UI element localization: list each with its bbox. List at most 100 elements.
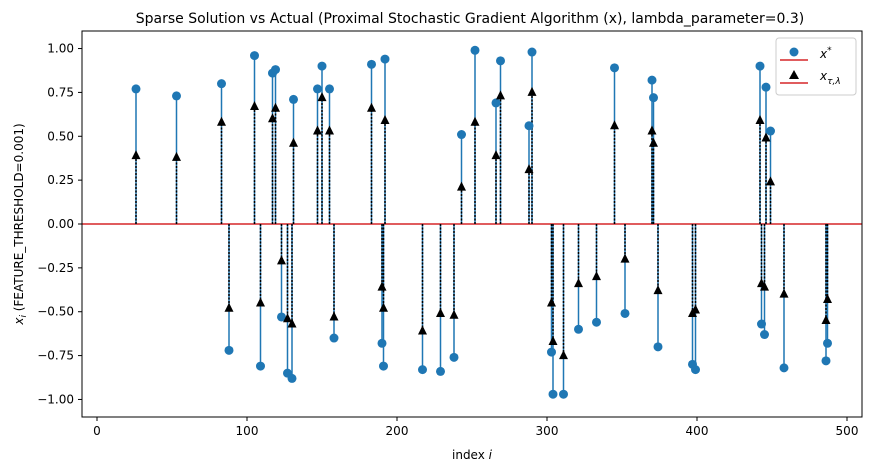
marker-actual: [470, 45, 480, 55]
x-tick-label: 500: [836, 424, 859, 438]
x-axis-label: index i: [452, 448, 493, 462]
marker-estimate: [380, 114, 390, 124]
y-tick-label: 0.75: [47, 85, 74, 99]
y-tick-label: −0.50: [37, 305, 74, 319]
marker-estimate: [325, 125, 334, 135]
y-axis-label-rest: (FEATURE_THRESHOLD=0.001): [12, 123, 26, 315]
marker-estimate: [313, 125, 322, 135]
legend-marker-circle: [789, 47, 799, 57]
marker-estimate: [470, 116, 480, 126]
marker-actual: [367, 59, 376, 69]
marker-actual: [317, 61, 327, 71]
chart-title: Sparse Solution vs Actual (Proximal Stoc…: [136, 11, 805, 27]
marker-estimate: [289, 137, 298, 147]
marker-estimate: [592, 271, 601, 281]
marker-actual: [250, 51, 259, 61]
marker-actual: [757, 319, 766, 329]
marker-estimate: [691, 304, 700, 314]
y-tick-label: −1.00: [37, 392, 74, 406]
marker-actual: [271, 65, 280, 75]
marker-estimate: [548, 336, 558, 346]
marker-actual: [377, 338, 387, 348]
marker-actual: [313, 84, 322, 94]
marker-actual: [559, 389, 568, 399]
y-tick-label: 0.00: [47, 217, 74, 231]
x-tick-label: 400: [686, 424, 709, 438]
marker-actual: [289, 94, 298, 104]
marker-estimate: [559, 350, 568, 360]
marker-estimate: [172, 151, 181, 161]
marker-actual: [821, 356, 831, 366]
x-axis: 0 100 200 300 400 500: [93, 417, 858, 438]
marker-actual: [766, 126, 775, 136]
x-axis-label-var: i: [489, 448, 493, 462]
marker-actual: [620, 308, 630, 318]
marker-actual: [379, 361, 388, 371]
y-tick-label: 1.00: [47, 42, 74, 56]
y-axis-label-sub: i: [19, 315, 29, 318]
y-axis-label-var: x: [12, 317, 26, 326]
marker-estimate: [283, 313, 292, 323]
marker-actual: [592, 317, 601, 327]
marker-actual: [217, 79, 226, 89]
marker-estimate: [823, 293, 832, 303]
x-axis-label-main: index: [452, 448, 489, 462]
marker-actual: [779, 363, 789, 373]
marker-actual: [287, 373, 297, 383]
marker-actual: [691, 365, 700, 375]
y-axis: −1.00 −0.75 −0.50 −0.25 0.00 0.25 0.50 0.75 1.00: [37, 42, 82, 406]
marker-actual: [761, 82, 771, 92]
marker-actual: [380, 54, 390, 64]
marker-actual: [457, 130, 466, 140]
marker-estimate: [287, 318, 297, 328]
marker-estimate: [574, 278, 583, 288]
marker-estimate: [379, 302, 388, 312]
marker-estimate: [418, 325, 427, 335]
marker-estimate: [779, 288, 789, 298]
marker-estimate: [647, 125, 657, 135]
legend: x* xτ,λ: [775, 37, 857, 96]
marker-actual: [329, 333, 339, 343]
x-tick-label: 300: [536, 424, 559, 438]
marker-actual: [755, 61, 765, 71]
marker-actual: [760, 330, 769, 340]
marker-estimate: [760, 281, 769, 291]
marker-actual: [172, 91, 181, 101]
marker-estimate: [217, 116, 226, 126]
marker-estimate: [329, 311, 339, 321]
marker-actual: [823, 338, 832, 348]
marker-actual: [131, 84, 141, 94]
marker-estimate: [524, 164, 534, 174]
marker-actual: [547, 347, 556, 357]
marker-actual: [653, 342, 663, 352]
marker-estimate: [491, 150, 501, 160]
marker-estimate: [527, 86, 537, 96]
marker-actual: [256, 361, 265, 371]
marker-estimate: [649, 137, 658, 147]
marker-estimate: [367, 102, 376, 112]
marker-estimate: [131, 150, 141, 160]
marker-estimate: [256, 297, 265, 307]
y-tick-label: −0.25: [37, 261, 74, 275]
marker-estimate: [755, 114, 765, 124]
marker-actual: [649, 93, 658, 103]
marker-actual: [548, 389, 558, 399]
marker-estimate: [766, 176, 775, 186]
marker-estimate: [436, 307, 445, 317]
marker-estimate: [457, 181, 466, 191]
plot-area: [81, 30, 863, 418]
y-tick-label: 0.50: [47, 129, 74, 143]
legend-box: [775, 37, 857, 96]
marker-estimate: [377, 281, 387, 291]
marker-estimate: [250, 100, 259, 110]
marker-actual: [496, 56, 505, 66]
y-axis-label: xi (FEATURE_THRESHOLD=0.001): [12, 123, 29, 325]
marker-estimate: [277, 255, 286, 265]
marker-actual: [449, 352, 459, 362]
marker-actual: [224, 345, 234, 355]
marker-estimate: [268, 113, 277, 123]
marker-actual: [610, 63, 619, 73]
marker-estimate: [620, 253, 630, 263]
marker-estimate: [271, 102, 280, 112]
marker-estimate: [496, 90, 505, 100]
